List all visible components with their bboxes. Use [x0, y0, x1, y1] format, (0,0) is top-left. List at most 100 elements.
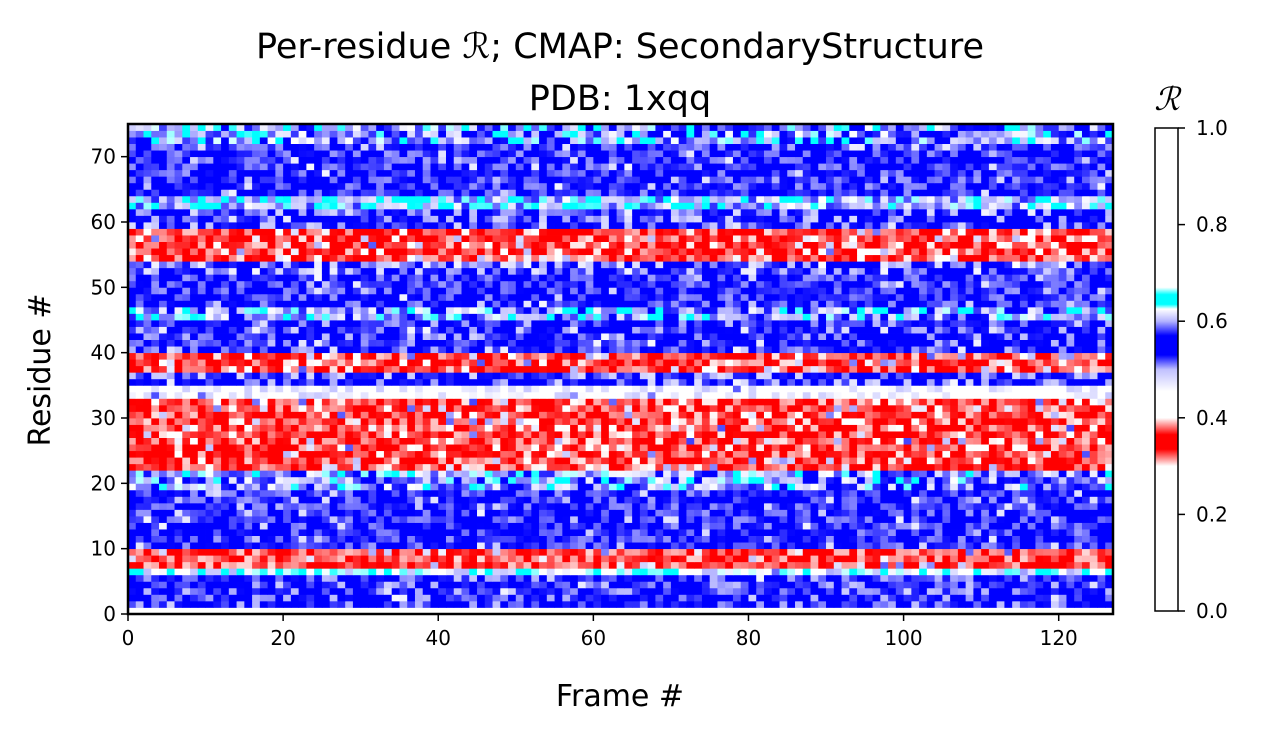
heatmap-cell: [477, 470, 486, 478]
heatmap-cell: [1081, 457, 1091, 465]
heatmap-cell: [461, 470, 470, 478]
heatmap-cell: [663, 509, 672, 517]
heatmap-cell: [826, 587, 835, 595]
heatmap-cell: [670, 437, 680, 445]
heatmap-cell: [1050, 476, 1060, 484]
heatmap-cell: [360, 496, 369, 504]
heatmap-cell: [1097, 476, 1106, 484]
heatmap-cell: [1043, 372, 1052, 380]
heatmap-cell: [469, 548, 478, 556]
heatmap-cell: [810, 444, 819, 452]
heatmap-cell: [577, 404, 586, 412]
heatmap-cell: [1012, 365, 1021, 373]
heatmap-cell: [880, 548, 889, 556]
heatmap-cell: [128, 391, 137, 399]
heatmap-cell: [570, 489, 579, 497]
heatmap-cell: [414, 424, 424, 432]
heatmap-cell: [453, 450, 462, 458]
heatmap-cell: [159, 450, 168, 458]
heatmap-cell: [864, 516, 873, 523]
heatmap-cell: [236, 463, 245, 471]
heatmap-cell: [500, 457, 509, 465]
heatmap-cell: [585, 496, 594, 504]
heatmap-cell: [1058, 561, 1067, 569]
heatmap-cell: [539, 476, 548, 484]
heatmap-cell: [508, 561, 517, 569]
heatmap-cell: [624, 372, 633, 380]
heatmap-cell: [430, 522, 439, 530]
heatmap-cell: [694, 522, 703, 530]
heatmap-cell: [988, 561, 998, 569]
heatmap-cell: [135, 516, 144, 523]
heatmap-cell: [190, 581, 199, 589]
heatmap-cell: [996, 581, 1005, 589]
heatmap-cell: [1089, 457, 1098, 465]
heatmap-cell: [585, 418, 594, 425]
heatmap-cell: [399, 365, 408, 373]
heatmap-cell: [1019, 502, 1029, 510]
heatmap-cell: [283, 463, 292, 471]
heatmap-cell: [919, 431, 928, 438]
heatmap-cell: [988, 404, 998, 412]
heatmap-cell: [228, 437, 237, 445]
heatmap-cell: [376, 372, 385, 380]
heatmap-cell: [903, 568, 912, 576]
heatmap-cell: [422, 555, 431, 563]
heatmap-cell: [608, 587, 618, 595]
heatmap-cell: [500, 587, 509, 595]
heatmap-cell: [872, 437, 881, 445]
heatmap-cell: [833, 476, 842, 484]
heatmap-cell: [678, 352, 687, 360]
heatmap-cell: [717, 444, 726, 452]
heatmap-cell: [841, 502, 850, 510]
heatmap-cell: [732, 483, 742, 491]
heatmap-cell: [174, 450, 183, 458]
heatmap-cell: [678, 404, 687, 412]
heatmap-cell: [857, 411, 866, 419]
heatmap-cell: [221, 542, 230, 550]
heatmap-cell: [717, 561, 726, 569]
heatmap-cell: [1081, 398, 1091, 406]
heatmap-cell: [174, 529, 183, 536]
heatmap-cell: [919, 424, 928, 432]
heatmap-cell: [926, 600, 936, 608]
heatmap-cell: [763, 535, 773, 543]
heatmap-cell: [1105, 372, 1114, 380]
heatmap-cell: [329, 594, 338, 602]
heatmap-cell: [601, 359, 610, 367]
heatmap-cell: [957, 502, 967, 510]
heatmap-cell: [663, 476, 672, 484]
heatmap-cell: [422, 587, 431, 595]
heatmap-cell: [376, 450, 385, 458]
heatmap-cell: [508, 594, 517, 602]
heatmap-cell: [670, 548, 680, 556]
heatmap-cell: [477, 372, 486, 380]
heatmap-cell: [1097, 548, 1106, 556]
heatmap-cell: [810, 404, 819, 412]
heatmap-cell: [368, 391, 377, 399]
heatmap-cell: [849, 522, 858, 530]
heatmap-cell: [376, 587, 385, 595]
heatmap-cell: [252, 346, 261, 354]
heatmap-cell: [159, 391, 168, 399]
heatmap-cell: [988, 437, 998, 445]
heatmap-cell: [795, 581, 804, 589]
heatmap-cell: [732, 359, 742, 367]
heatmap-cell: [756, 535, 765, 543]
heatmap-cell: [562, 483, 571, 491]
heatmap-cell: [391, 378, 400, 386]
heatmap-cell: [748, 378, 757, 386]
heatmap-cell: [523, 372, 532, 380]
heatmap-cell: [213, 444, 222, 452]
heatmap-cell: [1019, 450, 1029, 458]
heatmap-cell: [453, 483, 462, 491]
heatmap-cell: [213, 535, 222, 543]
heatmap-cell: [864, 411, 873, 419]
heatmap-cell: [717, 424, 726, 432]
heatmap-cell: [950, 352, 959, 360]
heatmap-cell: [950, 450, 959, 458]
heatmap-cell: [988, 463, 998, 471]
heatmap-cell: [244, 463, 253, 471]
heatmap-cell: [128, 600, 137, 608]
heatmap-cell: [1105, 470, 1114, 478]
